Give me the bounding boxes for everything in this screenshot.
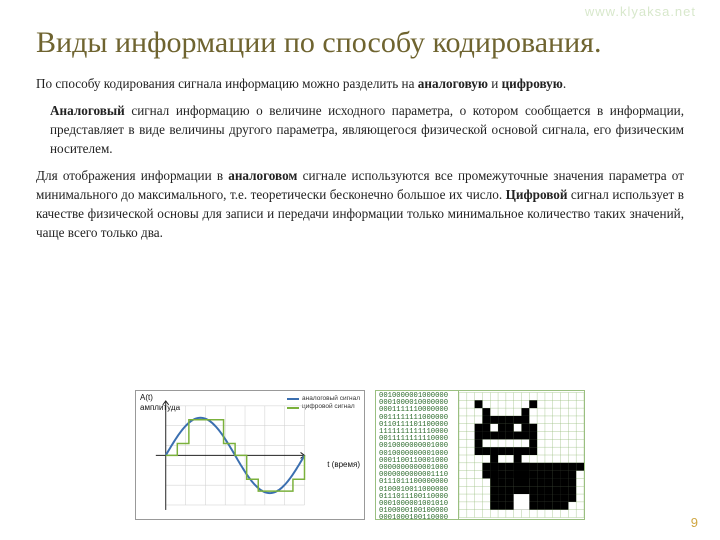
paragraph-1: По способу кодирования сигнала информаци…: [36, 74, 684, 93]
bitmap-figure: 0010000001000000000100001000000000011111…: [375, 390, 585, 520]
bitmap-codes: 0010000001000000000100001000000000011111…: [376, 391, 458, 519]
text: сигнал информацию о величине исходного п…: [50, 103, 684, 156]
bold-analog: аналоговую: [418, 76, 488, 91]
bitmap-pixels: [458, 391, 584, 519]
analog-chart: A(t) амплитуда t (время) аналоговый сигн…: [135, 390, 365, 520]
text: По способу кодирования сигнала информаци…: [36, 76, 418, 91]
bold-digital: цифровую: [502, 76, 563, 91]
bold-analog-3: аналоговом: [228, 168, 297, 183]
watermark: www.klyaksa.net: [585, 4, 696, 19]
paragraph-3: Для отображения информации в аналоговом …: [36, 166, 684, 243]
body-text: По способу кодирования сигнала информаци…: [0, 68, 720, 243]
figures-row: A(t) амплитуда t (время) аналоговый сигн…: [135, 390, 585, 520]
text: и: [488, 76, 502, 91]
paragraph-2: Аналоговый сигнал информацию о величине …: [36, 101, 684, 158]
text: Для отображения информации в: [36, 168, 228, 183]
bold-analog-2: Аналоговый: [50, 103, 125, 118]
text: .: [563, 76, 566, 91]
page-number: 9: [691, 515, 698, 530]
chart-svg: [136, 391, 364, 520]
bold-digital-2: Цифровой: [506, 187, 568, 202]
